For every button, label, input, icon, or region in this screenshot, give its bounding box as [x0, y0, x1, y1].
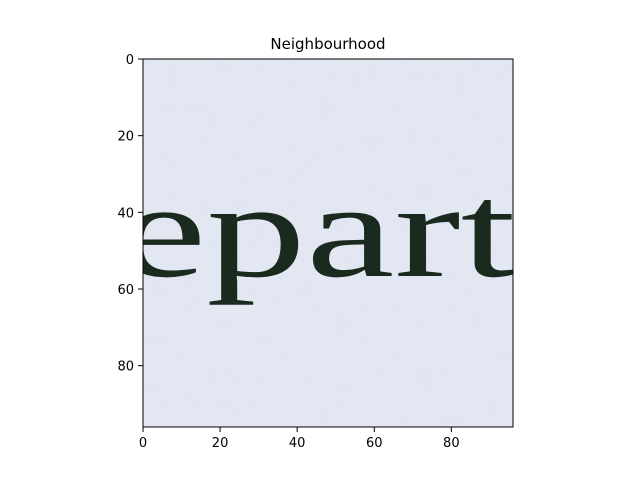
x-tick-label: 60 [366, 436, 383, 451]
x-tick-label: 80 [443, 436, 460, 451]
y-tick-label: 0 [126, 53, 134, 68]
image-texture [143, 59, 513, 427]
image-word: epart [118, 157, 516, 306]
chart-title: Neighbourhood [270, 35, 385, 53]
x-tick-label: 0 [139, 436, 147, 451]
x-tick-label: 20 [212, 436, 229, 451]
y-tick-label: 20 [117, 130, 134, 145]
y-tick-label: 60 [117, 283, 134, 298]
y-tick-label: 40 [117, 206, 134, 221]
plot-frame [142, 58, 514, 428]
x-axis: 0 20 40 60 80 [139, 427, 460, 451]
y-axis: 0 20 40 60 80 [117, 53, 143, 375]
y-tick-label: 80 [117, 360, 134, 375]
x-tick-label: 40 [289, 436, 306, 451]
plot-area: epart [118, 59, 516, 427]
